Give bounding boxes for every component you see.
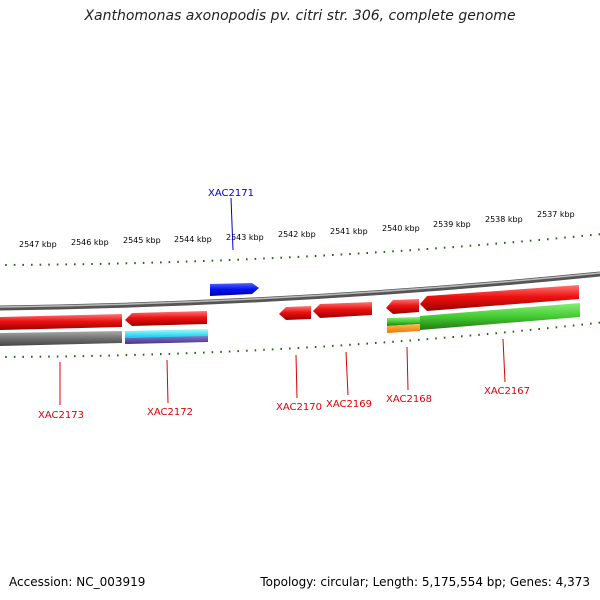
gene-xac2173-arrow[interactable] — [0, 314, 122, 330]
gene-xac2172-arrow[interactable] — [125, 311, 207, 326]
accession-text: Accession: NC_003919 — [9, 575, 146, 589]
gene-label-xac2172[interactable]: XAC2172 — [147, 407, 193, 418]
leader-xac2167 — [502, 338, 506, 383]
feature-xac2173-gray[interactable] — [0, 331, 122, 346]
leader-xac2172 — [166, 359, 169, 404]
gene-xac2167-arrow[interactable] — [420, 285, 579, 311]
genome-backbone-highlight — [0, 272, 600, 308]
tick-label-2542: 2542 kbp — [278, 230, 316, 239]
tick-label-2545: 2545 kbp — [123, 236, 161, 245]
feature-xac2172-purple[interactable] — [125, 336, 208, 344]
gene-label-xac2171[interactable]: XAC2171 — [208, 188, 254, 199]
tick-label-2541: 2541 kbp — [330, 227, 368, 236]
tick-label-2539: 2539 kbp — [433, 220, 471, 229]
leader-xac2169 — [345, 351, 349, 396]
tick-labels: 2547 kbp 2546 kbp 2545 kbp 2544 kbp 2543… — [19, 210, 575, 249]
genome-backbone — [0, 271, 600, 311]
gene-xac2171-arrow[interactable] — [210, 283, 259, 296]
gene-label-xac2168[interactable]: XAC2168 — [386, 394, 432, 405]
gene-xac2169-arrow[interactable] — [313, 302, 372, 318]
tick-label-2538: 2538 kbp — [485, 215, 523, 224]
feature-xac2172-cyan[interactable] — [125, 329, 208, 338]
gene-label-xac2169[interactable]: XAC2169 — [326, 399, 372, 410]
tick-label-2544: 2544 kbp — [174, 235, 212, 244]
tick-label-2546: 2546 kbp — [71, 238, 109, 247]
leader-xac2171 — [230, 197, 234, 251]
feature-xac2167-green[interactable] — [420, 303, 580, 330]
leader-xac2170 — [295, 354, 298, 399]
tick-label-2547: 2547 kbp — [19, 240, 57, 249]
feature-xac2168-orange[interactable] — [387, 324, 420, 333]
gene-label-xac2173[interactable]: XAC2173 — [38, 410, 84, 421]
gene-xac2170-arrow[interactable] — [279, 306, 311, 320]
outer-tick-track — [5, 233, 600, 266]
map-title: Xanthomonas axonopodis pv. citri str. 30… — [84, 8, 516, 24]
tick-label-2537: 2537 kbp — [537, 210, 575, 219]
gene-label-xac2167[interactable]: XAC2167 — [484, 386, 530, 397]
inner-tick-track — [5, 321, 600, 358]
leader-xac2168 — [406, 346, 409, 391]
tick-label-2543: 2543 kbp — [226, 233, 264, 242]
gene-label-xac2170[interactable]: XAC2170 — [276, 402, 322, 413]
tick-label-2540: 2540 kbp — [382, 224, 420, 233]
genome-summary-text: Topology: circular; Length: 5,175,554 bp… — [260, 575, 590, 589]
gene-xac2168-arrow[interactable] — [386, 299, 419, 314]
feature-xac2168-green[interactable] — [387, 317, 420, 326]
